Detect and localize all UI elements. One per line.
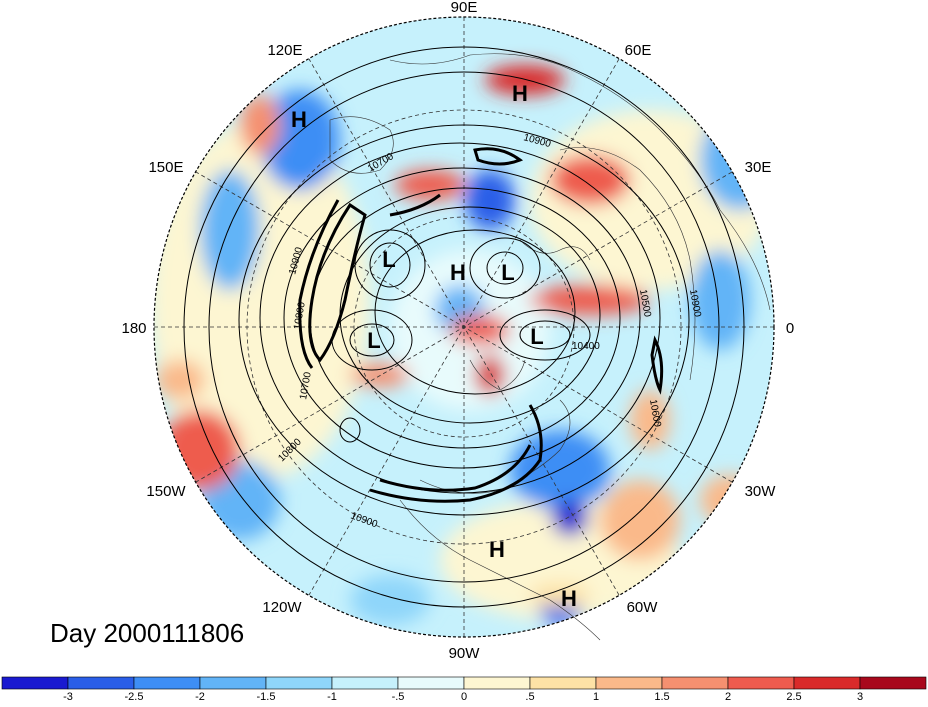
colorbar-tick-label: -2 (195, 691, 205, 702)
pressure-center-markers: H H L H L L L H H (291, 81, 577, 611)
colorbar-tick-label: 2 (725, 691, 731, 702)
longitude-label-150e: 150E (148, 159, 183, 176)
colorbar-segment (859, 676, 927, 690)
low-center-marker: L (367, 328, 380, 353)
colorbar-segment (727, 676, 795, 690)
colorbar-tick-label: 3 (857, 691, 863, 702)
colorbar-segment (1, 676, 69, 690)
contour-label: 10800 (292, 301, 308, 331)
colorbar-tick-label: .5 (525, 691, 534, 702)
low-center-marker: L (501, 260, 514, 285)
longitude-label-0: 0 (786, 320, 794, 337)
longitude-label-60e: 60E (625, 42, 652, 59)
high-center-marker: H (291, 107, 307, 132)
colorbar-tick-label: -1 (327, 691, 337, 702)
colorbar-tick-label: -2.5 (125, 691, 144, 702)
jet-isotachs (298, 147, 664, 503)
colorbar-tick-label: -1.5 (257, 691, 276, 702)
colorbar-tick-label: -3 (63, 691, 73, 702)
coastlines (329, 53, 771, 641)
high-center-marker: H (512, 81, 528, 106)
colorbar-segment (661, 676, 729, 690)
colorbar-tick-label: 1 (593, 691, 599, 702)
colorbar-segment (595, 676, 663, 690)
graticule (154, 17, 774, 637)
colorbar-tick-label: 2.5 (786, 691, 801, 702)
polar-map: H H L H L L L H H 10900 10700 10900 1080… (121, 0, 794, 662)
colorbar-segment (67, 676, 135, 690)
height-contours (183, 46, 745, 608)
colorbar-segment (331, 676, 399, 690)
longitude-label-30e: 30E (745, 159, 772, 176)
longitude-label-120e: 120E (267, 42, 302, 59)
contour-label: 10600 (647, 399, 663, 429)
longitude-label-180: 180 (121, 320, 146, 337)
colorbar-tick-label: 1.5 (654, 691, 669, 702)
low-center-marker: L (530, 324, 543, 349)
longitude-label-90e: 90E (451, 0, 478, 16)
high-center-marker: H (489, 537, 505, 562)
contour-label: 10400 (572, 341, 600, 352)
longitude-label-120w: 120W (262, 599, 302, 616)
colorbar-segment (265, 676, 333, 690)
high-center-marker: H (450, 260, 466, 285)
longitude-label-90w: 90W (449, 645, 481, 662)
colorbar-segment (529, 676, 597, 690)
longitude-label-60w: 60W (627, 599, 659, 616)
longitude-label-150w: 150W (146, 483, 186, 500)
high-center-marker: H (561, 586, 577, 611)
contour-label: 10700 (298, 371, 314, 401)
colorbar-graphic: -3 -2.5 -2 -1.5 -1 -.5 0 .5 1 1.5 2 2.5 3 (1, 676, 927, 703)
contour-label: 10900 (687, 289, 703, 319)
colorbar-segment (793, 676, 861, 690)
colorbar-tick-label: -.5 (392, 691, 405, 702)
colorbar-segment (133, 676, 201, 690)
colorbar-segment (463, 676, 531, 690)
date-title: Day 2000111806 (50, 618, 245, 648)
colorbar-segment (397, 676, 465, 690)
contour-label: 10500 (637, 289, 653, 319)
low-center-marker: L (382, 247, 395, 272)
colorbar-tick-label: 0 (461, 691, 467, 702)
longitude-labels: 90E 60E 30E 0 30W 60W 90W 120W 150W 180 … (121, 0, 794, 662)
colorbar: -3 -2.5 -2 -1.5 -1 -.5 0 .5 1 1.5 2 2.5 3 (0, 676, 928, 703)
colorbar-segment (199, 676, 267, 690)
longitude-label-30w: 30W (745, 483, 777, 500)
map-boundary (153, 16, 775, 638)
